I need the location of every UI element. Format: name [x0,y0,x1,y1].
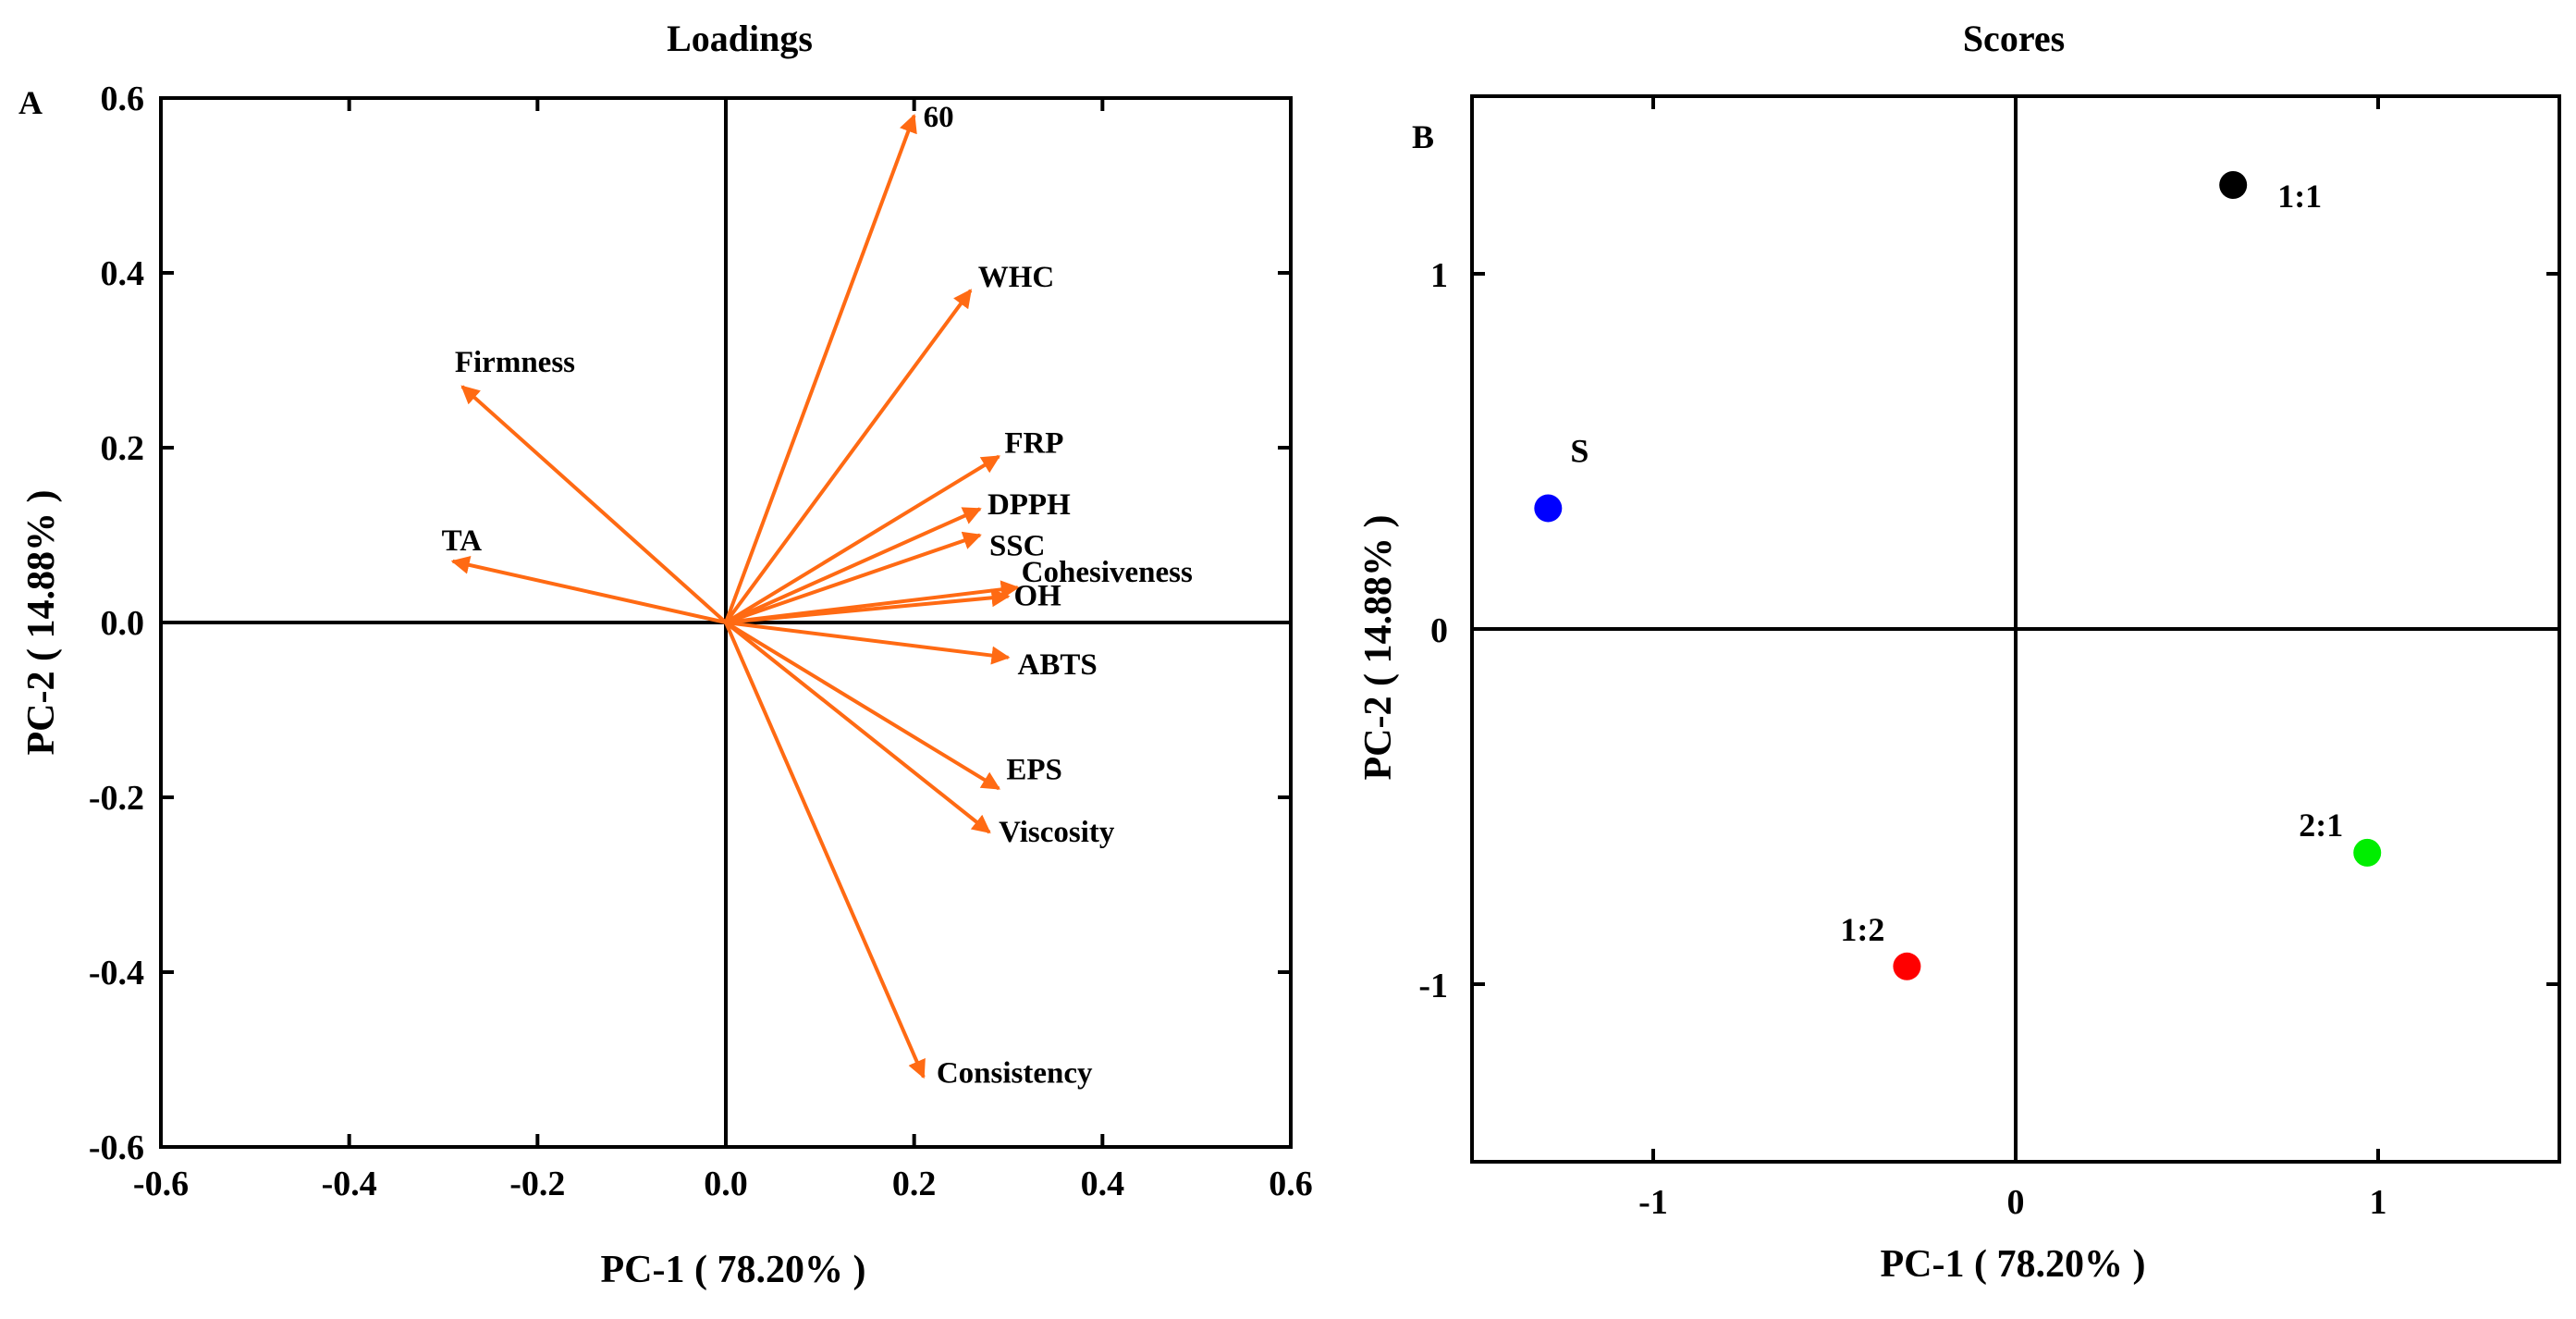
loading-label-cohesiveness: Cohesiveness [1022,556,1193,589]
loading-label-consistency: Consistency [937,1056,1093,1090]
scores-y-tick-label: 1 [1430,256,1448,295]
loading-arrow-frp [724,454,1001,624]
scores-x-axis-label: PC-1 ( 78.20% ) [1881,1243,2146,1286]
loadings-y-tick-label: 0.6 [101,80,145,118]
loadings-x-tick-label: -0.4 [322,1165,377,1203]
loadings-x-tick-label: 0.2 [892,1165,937,1203]
loadings-y-tick-label: -0.4 [89,954,144,992]
scores-y-axis-label: PC-2 ( 14.88% ) [1357,515,1400,781]
loading-arrow-60 [724,114,917,623]
scores-x-tick-label: -1 [1638,1183,1668,1222]
score-point-1-2 [1893,952,1921,980]
score-point-2-1 [2353,838,2382,867]
loadings-x-tick-label: -0.6 [133,1165,189,1203]
loadings-y-tick-label: -0.6 [89,1128,144,1167]
loading-label-frp: FRP [1004,426,1063,460]
scores-y-tick-label: 0 [1430,611,1448,650]
panel-a-label: A [18,84,43,121]
loadings-x-axis-label: PC-1 ( 78.20% ) [601,1249,866,1291]
score-label-1-1: 1:1 [2277,178,2322,215]
loadings-y-tick-label: -0.2 [89,779,144,818]
loading-arrow-viscosity [724,621,991,834]
loading-arrow-oh [725,588,1011,624]
loading-arrow-dpph [725,507,982,624]
scores-x-tick-label: 0 [2007,1183,2025,1222]
loading-label-oh: OH [1014,580,1062,613]
loading-arrow-ta [450,556,727,624]
loading-label-abts: ABTS [1018,648,1098,682]
score-label-1-2: 1:2 [1840,911,1884,948]
scores-panel: Scores B -1 0 1 -1 0 1 1:1 S 2:1 1:2 PC-1 ( 78.2… [1357,18,2561,1286]
loading-label-dpph: DPPH [987,488,1071,522]
scores-x-tick-label: 1 [2370,1183,2387,1222]
loadings-y-axis-label: PC-2 ( 14.88% ) [20,490,63,756]
score-point-s [1534,494,1563,523]
loading-label-ssc: SSC [989,530,1046,563]
loading-label-60: 60 [924,101,954,134]
loadings-x-tick-label: -0.2 [509,1165,565,1203]
loadings-y-tick-label: 0.2 [101,429,145,468]
loadings-title: Loadings [667,18,813,59]
score-label-2-1: 2:1 [2299,807,2343,844]
loading-label-ta: TA [442,524,483,558]
loading-label-whc: WHC [978,261,1055,294]
loading-arrow-firmness [460,385,728,624]
loadings-panel: Loadings A -0.6 -0.4 -0.2 0.0 0.2 0.4 0.6 -0.6 -… [18,18,1313,1291]
loading-arrow-eps [724,621,1001,791]
loading-arrow-ssc [725,531,982,624]
loading-arrow-whc [724,289,973,624]
loading-label-viscosity: Viscosity [999,816,1115,849]
scores-title: Scores [1963,18,2065,59]
loadings-x-tick-label: 0.6 [1269,1165,1313,1203]
loading-label-firmness: Firmness [455,346,575,379]
loading-label-eps: EPS [1006,754,1062,787]
scores-y-tick-label: -1 [1418,967,1448,1005]
loadings-x-tick-label: 0.4 [1081,1165,1125,1203]
loadings-y-tick-label: 0.0 [101,604,145,643]
score-point-1-1 [2219,171,2248,199]
panel-b-label: B [1412,118,1434,155]
score-label-s: S [1570,432,1589,469]
loadings-y-tick-label: 0.4 [101,254,145,293]
loadings-x-tick-label: 0.0 [704,1165,748,1203]
loading-arrow-consistency [724,622,926,1079]
loading-arrow-abts [725,621,1011,665]
